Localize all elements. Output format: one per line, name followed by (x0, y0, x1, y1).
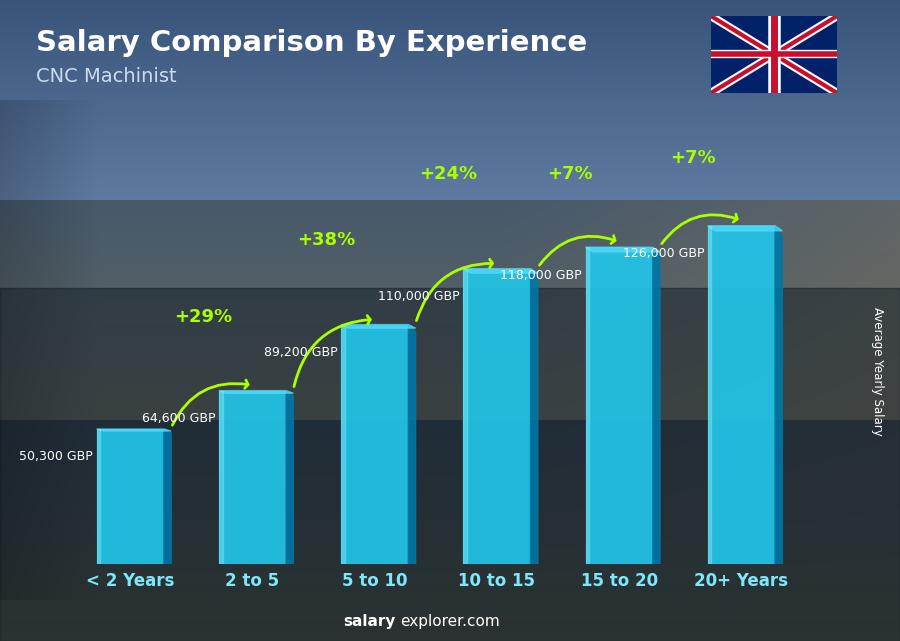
FancyBboxPatch shape (219, 390, 286, 564)
Polygon shape (464, 269, 467, 564)
Text: explorer.com: explorer.com (400, 615, 500, 629)
Polygon shape (530, 269, 538, 564)
Text: +38%: +38% (297, 231, 355, 249)
Polygon shape (96, 429, 171, 431)
Polygon shape (775, 226, 782, 564)
Polygon shape (96, 429, 100, 564)
Text: CNC Machinist: CNC Machinist (36, 67, 176, 87)
Text: +7%: +7% (547, 165, 593, 183)
Polygon shape (707, 226, 782, 231)
Polygon shape (464, 269, 538, 273)
Text: +29%: +29% (175, 308, 232, 326)
Text: 118,000 GBP: 118,000 GBP (500, 269, 582, 281)
Text: +24%: +24% (419, 165, 477, 183)
Polygon shape (341, 324, 416, 328)
Polygon shape (341, 324, 345, 564)
FancyBboxPatch shape (464, 269, 530, 564)
Text: 126,000 GBP: 126,000 GBP (623, 247, 704, 260)
Polygon shape (707, 226, 711, 564)
Polygon shape (652, 247, 660, 564)
Text: 50,300 GBP: 50,300 GBP (19, 451, 93, 463)
Polygon shape (586, 247, 660, 252)
FancyBboxPatch shape (707, 226, 775, 564)
Polygon shape (164, 429, 171, 564)
Bar (0, 288, 900, 641)
Text: 110,000 GBP: 110,000 GBP (378, 290, 460, 303)
Polygon shape (586, 247, 590, 564)
Polygon shape (219, 390, 222, 564)
FancyBboxPatch shape (341, 324, 409, 564)
FancyBboxPatch shape (586, 247, 652, 564)
FancyBboxPatch shape (96, 429, 164, 564)
Text: 89,200 GBP: 89,200 GBP (264, 346, 338, 359)
Text: Average Yearly Salary: Average Yearly Salary (871, 308, 884, 436)
Text: 64,600 GBP: 64,600 GBP (141, 412, 215, 425)
Polygon shape (219, 390, 293, 393)
Text: salary: salary (344, 615, 396, 629)
Polygon shape (286, 390, 293, 564)
Text: +7%: +7% (670, 149, 716, 167)
Polygon shape (409, 324, 416, 564)
Text: Salary Comparison By Experience: Salary Comparison By Experience (36, 29, 587, 57)
